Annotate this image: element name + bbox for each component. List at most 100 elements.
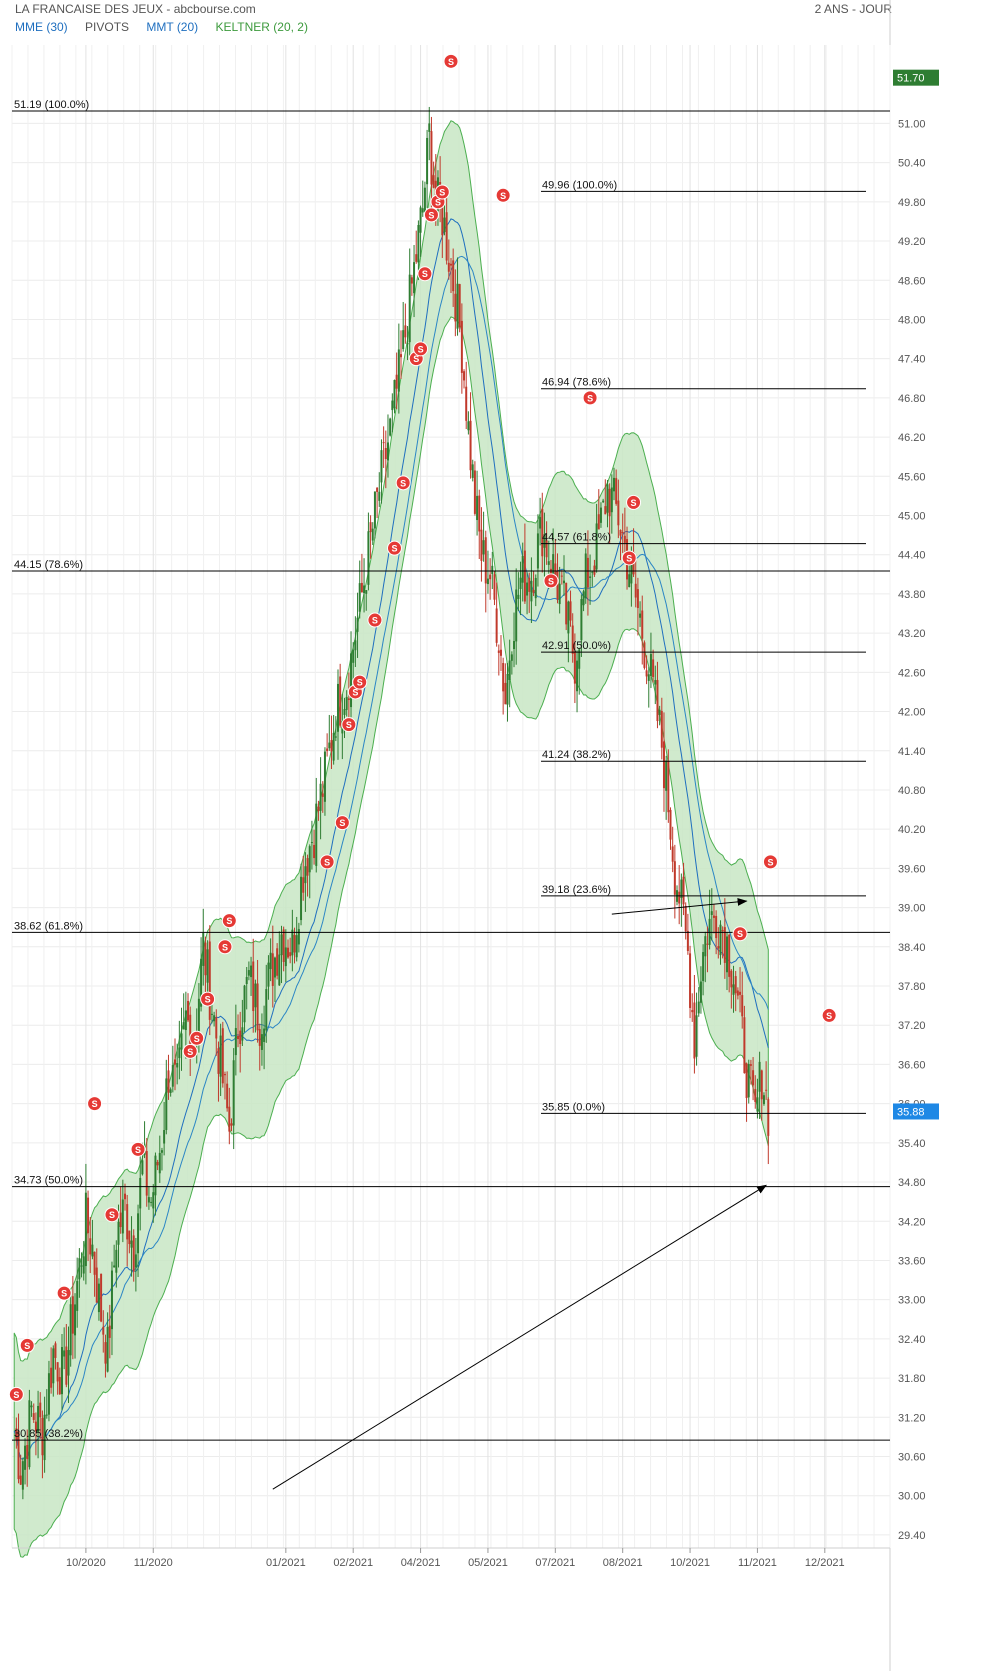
y-tick-label: 31.80 [898,1373,926,1385]
candle-down [430,131,433,185]
candle-up [332,732,335,761]
candle-up [699,981,702,1003]
signal-label: S [448,57,454,67]
candle-down [721,930,724,932]
high-price-badge-text: 51.70 [897,73,925,85]
candle-up [232,1060,235,1126]
candle-up [43,1414,46,1461]
candle-down [228,1106,231,1132]
mme-30-line [13,255,769,1460]
candle-up [91,1244,94,1257]
fib-label-right: 49.96 (100.0%) [542,179,617,191]
candle-down [282,929,285,962]
candle-down [215,1017,218,1039]
candle-up [758,1061,761,1092]
candle-up [234,1028,237,1056]
candle-up [352,649,355,663]
candle-down [749,1064,752,1066]
signal-marker [443,53,459,69]
candle-up [47,1373,50,1415]
y-tick-label: 50.40 [898,158,926,170]
x-tick-label: 12/2021 [805,1557,845,1569]
x-tick-label: 10/2020 [66,1557,106,1569]
candle-up [406,343,409,345]
candle-up [358,583,361,612]
y-tick-label: 35.40 [898,1138,926,1150]
candle-down [741,995,744,1017]
candle-up [563,580,566,584]
candle-down [217,1048,220,1074]
candle-down [673,861,676,895]
candle-down [565,582,568,625]
signal-marker [367,612,383,628]
legend-pivots[interactable]: PIVOTS [85,20,130,34]
y-tick-label: 40.20 [898,824,926,836]
fib-label-left: 30.85 (38.2%) [14,1428,83,1440]
candle-down [684,905,687,932]
candle-down [382,442,385,444]
candle-down [532,589,535,593]
signal-label: S [61,1289,67,1299]
candle-up [284,947,287,967]
candle-down [662,741,665,789]
candle-up [421,208,424,213]
y-tick-label: 48.00 [898,314,926,326]
candle-down [441,198,444,236]
signal-label: S [413,354,419,364]
signal-label: S [13,1390,19,1400]
signal-label: S [400,478,406,488]
candle-down [541,508,544,557]
x-tick-label: 01/2021 [266,1557,306,1569]
y-tick-label: 37.80 [898,981,926,993]
fib-label-left: 34.73 (50.0%) [14,1175,83,1187]
y-tick-label: 41.40 [898,746,926,758]
candle-up [308,846,311,873]
candle-up [78,1258,81,1280]
y-tick-label: 46.80 [898,393,926,405]
fib-label-right: 39.18 (23.6%) [542,884,611,896]
grid [11,0,891,1671]
candle-up [423,187,426,213]
signal-marker [19,1337,35,1353]
keltner-band [13,120,769,1558]
candle-down [56,1362,59,1382]
candle-down [554,563,557,577]
candle-up [206,949,209,983]
candle-down [604,506,607,515]
candle-up [278,954,281,986]
candle-down [480,529,483,561]
candle-up [506,673,509,705]
candle-up [389,418,392,436]
candle-down [58,1377,61,1395]
signal-label: S [737,929,743,939]
candle-up [106,1326,109,1372]
candle-up [584,553,587,599]
y-tick-label: 44.40 [898,550,926,562]
candle-up [371,528,374,541]
signal-label: S [194,1034,200,1044]
candle-down [458,284,461,328]
candle-down [728,934,731,977]
signal-marker [626,494,642,510]
signal-marker [130,1141,146,1157]
candle-up [319,783,322,811]
signal-label: S [626,553,632,563]
candle-up [486,578,489,585]
legend-mme[interactable]: MME (30) [15,20,68,34]
candle-down [226,1083,229,1109]
candle-up [719,924,722,956]
candle-down [571,625,574,654]
y-tick-label: 33.60 [898,1255,926,1267]
candle-down [204,942,207,976]
candle-down [347,698,350,701]
candle-up [513,641,516,649]
y-tick-label: 51.00 [898,118,926,130]
legend-mmt[interactable]: MMT (20) [146,20,199,34]
signal-label: S [222,942,228,952]
candle-down [715,915,718,939]
candle-down [395,374,398,389]
candle-up [539,517,542,529]
legend-keltner[interactable]: KELTNER (20, 2) [215,20,308,34]
candle-down [89,1238,92,1255]
high-price-badge-bg [893,69,939,86]
